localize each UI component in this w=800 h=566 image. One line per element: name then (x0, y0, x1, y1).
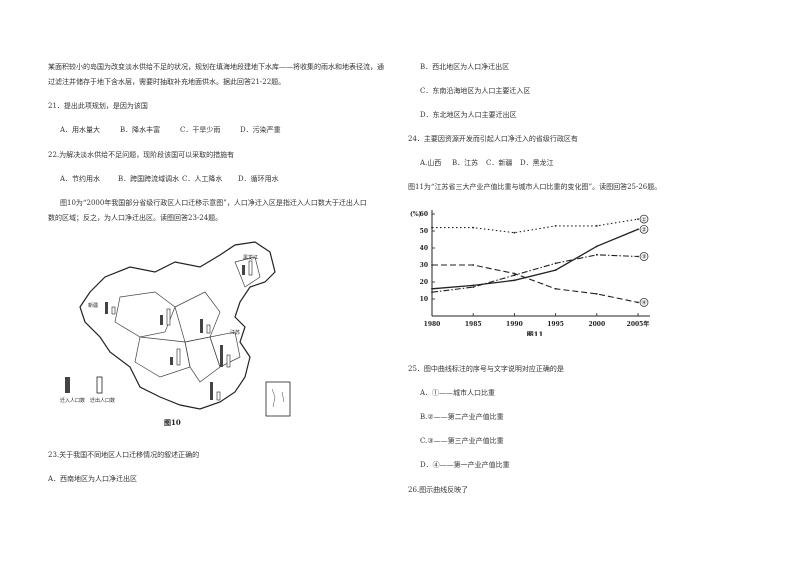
series-4-point (554, 287, 557, 290)
q21-option-c[interactable]: C．干旱少雨 (180, 126, 221, 134)
y-tick-label: 40 (420, 245, 428, 252)
y-tick-label: 30 (420, 262, 428, 269)
series-line-2 (431, 228, 639, 290)
series-marker-4 (639, 298, 649, 307)
y-tick-label: 60 (420, 211, 428, 218)
map-label-jiangsu: 江苏 (230, 329, 240, 336)
q21-option-d[interactable]: D．污染严重 (240, 126, 281, 134)
series-3-point (637, 255, 639, 258)
q24-stem: 24．主要因资源开发而引起人口净迁入的省级行政区有 (408, 135, 578, 143)
series-4-point (637, 301, 639, 304)
y-axis-label: (%) (410, 211, 422, 218)
q22-options: A．节约用水 B．跨国跨流域调水 C．人工降水 D．循环用水 (60, 175, 279, 184)
series-2-point (472, 284, 475, 287)
series-label-1: ① (641, 216, 646, 223)
fig11-intro: 图11为“江苏省三大产业产值比重与城市人口比重的变化图”。读图回答25-26题。 (408, 183, 662, 191)
series-label-3: ③ (641, 254, 646, 261)
x-tick-label: 1990 (506, 321, 523, 328)
q26-stem: 26.图示曲线反映了 (408, 486, 469, 494)
series-marker-3 (639, 252, 649, 261)
series-1-point (554, 225, 557, 227)
series-3-point (431, 291, 433, 294)
q23-option-d[interactable]: D．东北地区为人口主要迁出区 (420, 111, 517, 119)
x-tick-label: 1995 (547, 321, 564, 328)
legend-in-icon (65, 377, 70, 393)
series-1-point (472, 226, 475, 229)
series-4-point (472, 264, 475, 266)
q23-option-b[interactable]: B．西北地区为人口净迁出区 (420, 63, 510, 71)
series-4-point (431, 264, 433, 266)
map-label-heilongjiang: 黑龙江 (243, 254, 258, 261)
series-1-point (637, 218, 639, 220)
series-2-point (637, 228, 639, 231)
q22-option-b[interactable]: B．跨国跨流域调水 (118, 175, 180, 183)
series-4-point (513, 272, 516, 275)
x-tick-label: 1985 (465, 321, 482, 328)
q22-option-d[interactable]: D．循环用水 (238, 175, 279, 183)
x-tick-label: 2005年 (627, 320, 650, 328)
series-line-1 (432, 218, 639, 234)
y-tick-label: 10 (420, 296, 428, 303)
china-migration-map: 新疆 黑龙江 江苏 迁入人口数 迁出人口数 图10 (60, 241, 291, 427)
intro-line-2: 过滤注并储存于地下含水层，需要时抽取补充地面供水。据此回答21-22题。 (48, 78, 286, 86)
series-3-point (554, 262, 557, 265)
legend-out-icon (96, 376, 103, 394)
q23-stem: 23.关于我国不同地区人口迁移情况的叙述正确的 (48, 451, 200, 459)
q24-options: A.山西 B．江苏 C．新疆 D．黑龙江 (420, 159, 554, 168)
q22-option-c[interactable]: C．人工降水 (182, 175, 223, 183)
q21-option-a[interactable]: A．用水量大 (60, 126, 101, 134)
q21-option-b[interactable]: B．降水丰富 (120, 126, 161, 134)
series-1-point (431, 226, 433, 229)
series-2-point (554, 269, 557, 271)
fig11-line-chart: (%) 10 20 30 40 50 60 1980 1985 1990 1995 2000 2005年… (410, 210, 650, 336)
fig10-intro-2: 数的区域；反之，为人口净迁出区。读图回答23-24题。 (48, 214, 223, 222)
x-tick-label: 2000 (588, 321, 605, 328)
q25-stem: 25．图中曲线标注的序号与文字说明对应正确的是 (408, 365, 564, 373)
q21-options: A．用水量大 B．降水丰富 C．干旱少雨 D．污染严重 (60, 126, 281, 135)
series-label-4: ④ (641, 300, 646, 307)
legend-in-label: 迁入人口数 (60, 397, 85, 404)
legend-out-label: 迁出人口数 (90, 397, 115, 404)
q22-stem: 22.为解决淡水供给不足问题，现阶段该国可以采取的措施有 (48, 151, 235, 159)
y-tick-label: 20 (420, 279, 428, 286)
y-tick-label: 50 (420, 228, 428, 235)
q24-option-a[interactable]: A.山西 (420, 159, 442, 167)
fig10-intro-1: 图10为“2000年我国部分省级行政区人口迁移示意图”，人口净迁入区是指迁入人口… (60, 199, 367, 207)
series-4-point (595, 293, 598, 295)
q23-option-a[interactable]: A．西南地区为人口净迁出区 (48, 475, 138, 483)
q25-option-b[interactable]: B.②——第二产业产值比重 (420, 413, 504, 421)
series-line-3 (431, 254, 639, 293)
intro-line-1: 某面积较小的岛国为改变淡水供给不足的状况，规划在填海地段建地下水库——将收集的雨… (48, 63, 384, 71)
q25-option-c[interactable]: C.③——第三产业产值比重 (420, 437, 504, 445)
q24-option-c[interactable]: C．新疆 (486, 159, 513, 167)
series-label-2: ② (641, 227, 646, 234)
q25-option-d[interactable]: D．④——第一产业产值比重 (420, 461, 510, 469)
south-sea-inset (265, 381, 291, 417)
q25-option-a[interactable]: A．①——城市人口比重 (420, 389, 496, 397)
series-3-point (472, 286, 475, 288)
q21-stem: 21．提出此项规划，是因为该国 (48, 102, 148, 110)
series-marker-2 (639, 224, 649, 234)
series-line-4 (432, 264, 639, 303)
x-tick-label: 1980 (424, 321, 441, 328)
map-label-xinjiang: 新疆 (88, 302, 98, 309)
q22-option-a[interactable]: A．节约用水 (60, 175, 101, 183)
series-1-point (513, 231, 516, 234)
series-marker-1 (639, 214, 649, 224)
map-outline (79, 241, 276, 410)
series-2-point (431, 287, 433, 290)
q23-option-c[interactable]: C．东南沿海地区为人口主要迁入区 (420, 87, 531, 95)
chart-caption: 图11 (527, 330, 544, 336)
series-2-point (595, 245, 598, 248)
series-1-point (595, 225, 598, 227)
q24-option-d[interactable]: D．黑龙江 (520, 159, 554, 167)
map-bar (105, 302, 108, 314)
series-3-point (513, 274, 516, 277)
series-3-point (595, 253, 598, 256)
map-caption: 图10 (164, 418, 181, 427)
series-2-point (513, 279, 516, 282)
q24-option-b[interactable]: B．江苏 (452, 159, 479, 167)
